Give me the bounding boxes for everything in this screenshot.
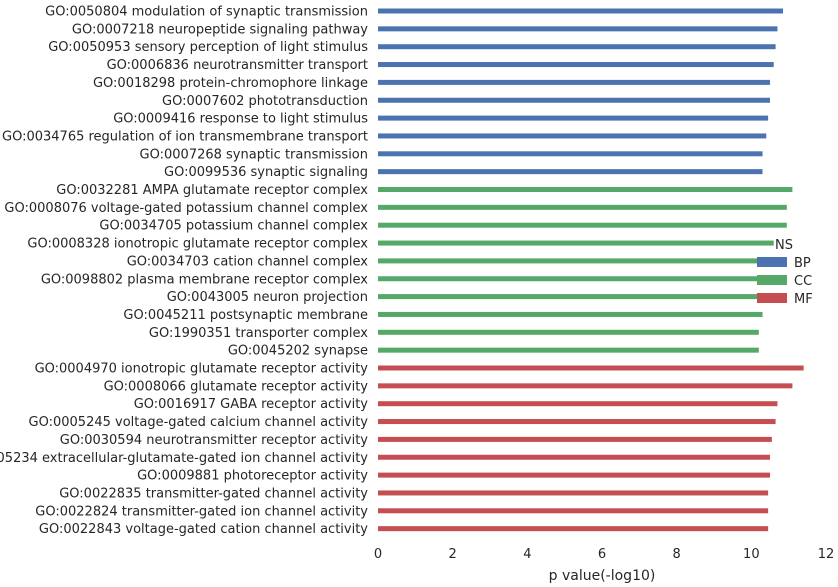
bar-mf bbox=[378, 436, 772, 442]
category-label: GO:0050953 sensory perception of light s… bbox=[48, 40, 368, 55]
category-label: GO:0022843 voltage-gated cation channel … bbox=[39, 522, 368, 537]
category-labels-group: GO:0050804 modulation of synaptic transm… bbox=[0, 5, 368, 538]
x-axis-title: p value(-log10) bbox=[549, 568, 656, 584]
category-label: GO:0043005 neuron projection bbox=[167, 290, 368, 305]
category-label: GO:0008328 ionotropic glutamate receptor… bbox=[27, 237, 368, 252]
category-label: GO:0007602 phototransduction bbox=[162, 94, 368, 109]
category-label: GO:0018298 protein-chromophore linkage bbox=[93, 76, 368, 91]
legend-swatch-mf bbox=[757, 293, 787, 303]
bar-cc bbox=[378, 294, 765, 300]
category-label: GO:0016917 GABA receptor activity bbox=[134, 397, 369, 412]
bar-mf bbox=[378, 401, 778, 407]
bar-bp bbox=[378, 97, 770, 103]
bar-bp bbox=[378, 79, 770, 85]
category-label: GO:0034703 cation channel complex bbox=[127, 254, 369, 269]
category-label: GO:0045202 synapse bbox=[228, 344, 368, 359]
legend-swatch-cc bbox=[757, 275, 787, 285]
bar-cc bbox=[378, 311, 763, 317]
bar-mf bbox=[378, 365, 804, 371]
category-label: GO:0005234 extracellular-glutamate-gated… bbox=[0, 451, 368, 466]
bar-mf bbox=[378, 419, 776, 425]
bar-cc bbox=[378, 276, 767, 282]
x-tick-label: 12 bbox=[818, 547, 835, 562]
bar-cc bbox=[378, 187, 793, 192]
bar-bp bbox=[378, 151, 763, 157]
legend-label-mf: MF bbox=[794, 292, 813, 307]
bar-bp bbox=[378, 26, 778, 32]
category-label: GO:0006836 neurotransmitter transport bbox=[107, 58, 368, 73]
bar-mf bbox=[378, 526, 769, 532]
category-label: GO:0099536 synaptic signaling bbox=[164, 165, 368, 180]
bar-bp bbox=[378, 44, 776, 50]
bar-cc bbox=[378, 258, 770, 264]
bar-bp bbox=[378, 115, 769, 121]
x-tick-label: 2 bbox=[449, 547, 457, 562]
category-label: GO:0009416 response to light stimulus bbox=[113, 112, 368, 127]
bar-bp bbox=[378, 8, 784, 14]
category-label: GO:0050804 modulation of synaptic transm… bbox=[45, 5, 368, 20]
category-label: GO:0005245 voltage-gated calcium channel… bbox=[29, 415, 369, 430]
bar-cc bbox=[378, 329, 759, 335]
category-label: GO:0008066 glutamate receptor activity bbox=[104, 379, 369, 394]
bars-group bbox=[378, 8, 804, 532]
x-tick-label: 4 bbox=[523, 547, 531, 562]
legend-title: NS bbox=[775, 238, 793, 253]
bar-cc bbox=[378, 347, 759, 353]
category-label: GO:0009881 photoreceptor activity bbox=[137, 469, 368, 484]
legend-swatch-bp bbox=[757, 257, 787, 267]
bar-mf bbox=[378, 383, 793, 389]
category-label: GO:0034765 regulation of ion transmembra… bbox=[2, 129, 368, 144]
x-tick-label: 0 bbox=[374, 547, 382, 562]
legend-label-bp: BP bbox=[794, 256, 811, 271]
category-label: GO:0004970 ionotropic glutamate receptor… bbox=[35, 362, 369, 377]
category-label: GO:0034705 potassium channel complex bbox=[99, 219, 368, 234]
category-label: GO:1990351 transporter complex bbox=[149, 326, 368, 341]
x-tick-label: 10 bbox=[743, 547, 760, 562]
bar-cc bbox=[378, 222, 787, 228]
category-label: GO:0008076 voltage-gated potassium chann… bbox=[4, 201, 368, 216]
bar-mf bbox=[378, 508, 769, 514]
category-label: GO:0030594 neurotransmitter receptor act… bbox=[60, 433, 369, 448]
bar-mf bbox=[378, 454, 770, 460]
category-label: GO:0007268 synaptic transmission bbox=[140, 147, 368, 162]
bar-cc bbox=[378, 204, 787, 210]
category-label: GO:0045211 postsynaptic membrane bbox=[123, 308, 368, 323]
legend-label-cc: CC bbox=[794, 274, 812, 289]
x-tick-label: 6 bbox=[598, 547, 606, 562]
category-label: GO:0098802 plasma membrane receptor comp… bbox=[41, 272, 368, 287]
bar-bp bbox=[378, 169, 763, 175]
category-label: GO:0007218 neuropeptide signaling pathwa… bbox=[72, 22, 368, 37]
x-axis-ticks-group: 0 2 4 6 8 10 12 bbox=[374, 547, 834, 562]
category-label: GO:0022835 transmitter-gated channel act… bbox=[59, 486, 368, 501]
bar-cc bbox=[378, 240, 774, 246]
bar-bp bbox=[378, 133, 767, 139]
bar-mf bbox=[378, 490, 769, 496]
x-tick-label: 8 bbox=[673, 547, 681, 562]
category-label: GO:0022824 transmitter-gated ion channel… bbox=[35, 504, 368, 519]
category-label: GO:0032281 AMPA glutamate receptor compl… bbox=[56, 183, 368, 198]
bar-bp bbox=[378, 62, 774, 68]
bar-mf bbox=[378, 472, 770, 478]
